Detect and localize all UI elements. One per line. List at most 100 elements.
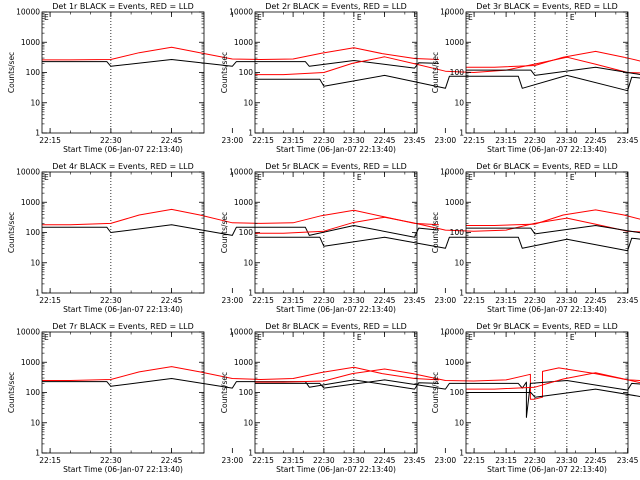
series-line-lld bbox=[466, 50, 640, 68]
y-tick-label: 10000 bbox=[440, 168, 464, 177]
y-tick-label: 10000 bbox=[229, 8, 253, 17]
series-line-events bbox=[42, 59, 439, 69]
y-tick-label: 10 bbox=[30, 258, 40, 267]
series-line-lld bbox=[42, 208, 439, 226]
y-tick-label: 1000 bbox=[445, 38, 464, 47]
series-line-events bbox=[466, 225, 640, 235]
y-tick-label: 1 bbox=[459, 289, 464, 298]
series-line-lld bbox=[466, 372, 640, 390]
y-axis-label: Counts/sec bbox=[431, 212, 440, 253]
x-tick-label: 23:45 bbox=[617, 296, 639, 305]
x-axis-label: Start Time (06-Jan-07 22:13:40) bbox=[276, 145, 396, 154]
marker-label: E bbox=[570, 173, 575, 182]
y-axis-label: Counts/sec bbox=[7, 372, 16, 413]
y-tick-label: 10000 bbox=[440, 328, 464, 337]
x-tick-label: 23:00 bbox=[435, 456, 457, 465]
x-tick-label: 22:45 bbox=[161, 296, 183, 305]
panel-title: Det 8r BLACK = Events, RED = LLD bbox=[265, 322, 407, 331]
panel-3: Det 3r BLACK = Events, RED = LLD 1 10 100 10… bbox=[431, 2, 640, 154]
y-tick-label: 1000 bbox=[21, 198, 40, 207]
plot-frame bbox=[254, 171, 418, 294]
plot-frame bbox=[41, 11, 205, 134]
y-axis-label: Counts/sec bbox=[431, 372, 440, 413]
x-tick-label: 22:45 bbox=[374, 136, 396, 145]
y-tick-label: 10 bbox=[30, 418, 40, 427]
y-tick-label: 100 bbox=[26, 388, 41, 397]
x-tick-label: 23:15 bbox=[495, 136, 517, 145]
y-tick-label: 1000 bbox=[445, 198, 464, 207]
plot-frame bbox=[465, 11, 629, 134]
x-tick-label: 23:45 bbox=[617, 456, 639, 465]
x-tick-label: 22:45 bbox=[374, 296, 396, 305]
x-tick-label: 22:15 bbox=[39, 456, 61, 465]
x-tick-label: 23:30 bbox=[343, 296, 365, 305]
y-tick-label: 1 bbox=[248, 289, 253, 298]
x-tick-label: 23:15 bbox=[495, 456, 517, 465]
panel-1: Det 1r BLACK = Events, RED = LLD 1 10 100 10… bbox=[7, 2, 439, 154]
marker-label: E bbox=[44, 13, 49, 22]
x-tick-label: 23:15 bbox=[282, 136, 304, 145]
x-tick-label: 22:45 bbox=[161, 136, 183, 145]
marker-label: E bbox=[44, 333, 49, 342]
x-axis-label: Start Time (06-Jan-07 22:13:40) bbox=[63, 145, 183, 154]
y-tick-label: 10 bbox=[243, 418, 253, 427]
y-tick-label: 100 bbox=[239, 68, 254, 77]
y-tick-label: 1 bbox=[35, 129, 40, 138]
y-tick-label: 100 bbox=[450, 388, 465, 397]
y-tick-label: 1 bbox=[248, 129, 253, 138]
y-tick-label: 1000 bbox=[234, 198, 253, 207]
marker-label: E bbox=[468, 333, 473, 342]
x-axis-label: Start Time (06-Jan-07 22:13:40) bbox=[276, 305, 396, 314]
x-axis-label: Start Time (06-Jan-07 22:13:40) bbox=[276, 465, 396, 474]
x-axis-label: Start Time (06-Jan-07 22:13:40) bbox=[487, 465, 607, 474]
y-axis-label: Counts/sec bbox=[431, 52, 440, 93]
y-axis-label: Counts/sec bbox=[220, 212, 229, 253]
x-tick-label: 23:45 bbox=[617, 136, 639, 145]
plot-frame bbox=[254, 331, 418, 454]
y-tick-label: 10000 bbox=[16, 168, 40, 177]
plot-frame bbox=[254, 11, 418, 134]
series-line-lld bbox=[42, 46, 439, 61]
series-line-lld bbox=[255, 216, 640, 234]
plot-frame bbox=[465, 171, 629, 294]
x-tick-label: 23:45 bbox=[404, 456, 426, 465]
panel-2: Det 2r BLACK = Events, RED = LLD 1 10 100 10… bbox=[220, 2, 640, 154]
x-tick-label: 23:30 bbox=[556, 296, 578, 305]
series-line-events bbox=[255, 74, 640, 92]
y-tick-label: 10 bbox=[454, 98, 464, 107]
panel-title: Det 6r BLACK = Events, RED = LLD bbox=[476, 162, 618, 171]
panel-title: Det 5r BLACK = Events, RED = LLD bbox=[265, 162, 407, 171]
x-axis-label: Start Time (06-Jan-07 22:13:40) bbox=[63, 465, 183, 474]
marker-label: E bbox=[257, 333, 262, 342]
x-tick-label: 23:30 bbox=[556, 456, 578, 465]
x-tick-label: 22:30 bbox=[524, 136, 546, 145]
y-tick-label: 10 bbox=[243, 98, 253, 107]
x-tick-label: 23:45 bbox=[404, 296, 426, 305]
panel-6: Det 6r BLACK = Events, RED = LLD 1 10 100 10… bbox=[431, 162, 640, 314]
x-tick-label: 22:45 bbox=[374, 456, 396, 465]
plot-frame bbox=[41, 331, 205, 454]
panel-9: Det 9r BLACK = Events, RED = LLD 1 10 100 10… bbox=[431, 322, 640, 474]
series-line-lld bbox=[255, 56, 640, 76]
x-tick-label: 22:15 bbox=[252, 136, 274, 145]
x-tick-label: 22:45 bbox=[585, 456, 607, 465]
panel-title: Det 2r BLACK = Events, RED = LLD bbox=[265, 2, 407, 11]
y-tick-label: 1 bbox=[248, 449, 253, 458]
x-tick-label: 22:30 bbox=[313, 456, 335, 465]
panel-7: Det 7r BLACK = Events, RED = LLD 1 10 100 10… bbox=[7, 322, 439, 474]
y-axis-label: Counts/sec bbox=[220, 372, 229, 413]
x-tick-label: 22:45 bbox=[585, 136, 607, 145]
x-tick-label: 23:00 bbox=[222, 456, 244, 465]
marker-label: E bbox=[257, 13, 262, 22]
y-tick-label: 10000 bbox=[16, 328, 40, 337]
panel-5: Det 5r BLACK = Events, RED = LLD 1 10 100 10… bbox=[220, 162, 640, 314]
x-tick-label: 23:00 bbox=[222, 296, 244, 305]
x-axis-label: Start Time (06-Jan-07 22:13:40) bbox=[487, 305, 607, 314]
y-tick-label: 10 bbox=[454, 418, 464, 427]
x-tick-label: 22:45 bbox=[585, 296, 607, 305]
y-tick-label: 1000 bbox=[234, 38, 253, 47]
x-tick-label: 22:30 bbox=[524, 456, 546, 465]
marker-label: E bbox=[570, 333, 575, 342]
x-tick-label: 23:15 bbox=[495, 296, 517, 305]
